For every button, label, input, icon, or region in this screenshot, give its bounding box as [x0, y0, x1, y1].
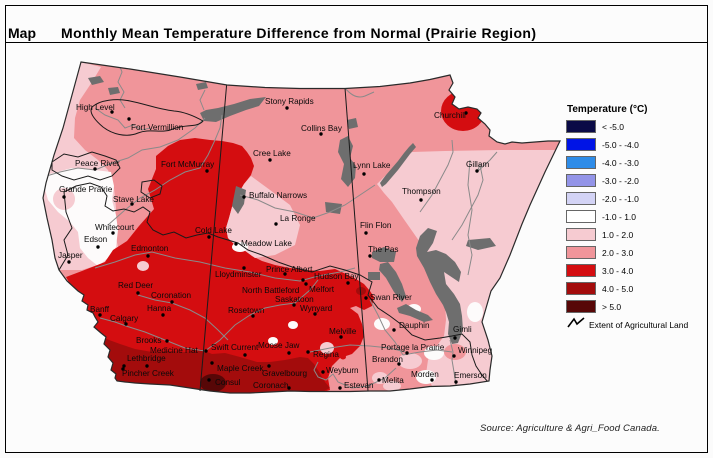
svg-text:Calgary: Calgary — [110, 314, 139, 323]
svg-text:Gravelbourg: Gravelbourg — [262, 369, 308, 378]
svg-text:Melville: Melville — [329, 327, 357, 336]
svg-text:Rosetown: Rosetown — [228, 306, 265, 315]
svg-text:Coronach: Coronach — [253, 381, 289, 390]
svg-text:Melita: Melita — [382, 376, 404, 385]
svg-text:Maple Creek: Maple Creek — [217, 364, 264, 373]
svg-text:Gillam: Gillam — [466, 160, 489, 169]
svg-text:Estevan: Estevan — [344, 381, 374, 390]
svg-text:Grande Prairie: Grande Prairie — [59, 185, 113, 194]
svg-text:La Ronge: La Ronge — [280, 214, 316, 223]
svg-text:North Battleford: North Battleford — [242, 286, 300, 295]
svg-text:Collins Bay: Collins Bay — [301, 124, 343, 133]
svg-text:Cold Lake: Cold Lake — [195, 226, 232, 235]
svg-text:Cree Lake: Cree Lake — [253, 149, 291, 158]
svg-text:Peace River: Peace River — [75, 159, 120, 168]
svg-text:Wynyard: Wynyard — [300, 304, 333, 313]
svg-text:High Level: High Level — [76, 103, 115, 112]
svg-text:Jasper: Jasper — [58, 251, 83, 260]
svg-text:Emerson: Emerson — [454, 371, 487, 380]
svg-text:Whitecourt: Whitecourt — [95, 223, 135, 232]
svg-text:Hanna: Hanna — [147, 304, 172, 313]
svg-text:Edmonton: Edmonton — [131, 244, 169, 253]
svg-text:Churchill: Churchill — [434, 111, 466, 120]
svg-text:Prince Albert: Prince Albert — [266, 265, 313, 274]
svg-text:Consul: Consul — [215, 378, 241, 387]
svg-text:Thompson: Thompson — [402, 187, 441, 196]
svg-text:Weyburn: Weyburn — [326, 366, 359, 375]
svg-text:Banff: Banff — [90, 305, 110, 314]
svg-text:Gimli: Gimli — [453, 325, 472, 334]
svg-text:Meadow Lake: Meadow Lake — [241, 239, 292, 248]
svg-text:Flin Flon: Flin Flon — [360, 221, 392, 230]
svg-text:Moose Jaw: Moose Jaw — [258, 341, 299, 350]
svg-text:Medicine Hat: Medicine Hat — [150, 346, 199, 355]
svg-text:Portage la Prairie: Portage la Prairie — [381, 343, 445, 352]
svg-text:Saskatoon: Saskatoon — [275, 295, 314, 304]
svg-text:Fort Vermillion: Fort Vermillion — [131, 123, 184, 132]
svg-text:Pincher Creek: Pincher Creek — [122, 369, 175, 378]
svg-text:Brandon: Brandon — [372, 355, 403, 364]
svg-text:Stave Lake: Stave Lake — [113, 195, 154, 204]
svg-text:Swan River: Swan River — [370, 293, 412, 302]
svg-text:Winnipeg: Winnipeg — [458, 346, 493, 355]
svg-text:Swift Current: Swift Current — [211, 343, 259, 352]
svg-text:Lynn Lake: Lynn Lake — [353, 161, 391, 170]
svg-text:The Pas: The Pas — [368, 245, 399, 254]
svg-text:Brooks: Brooks — [136, 336, 161, 345]
svg-text:Edson: Edson — [84, 235, 108, 244]
svg-text:Coronation: Coronation — [151, 291, 192, 300]
svg-text:Regina: Regina — [313, 350, 339, 359]
svg-text:Lethbridge: Lethbridge — [127, 354, 166, 363]
svg-text:Melfort: Melfort — [309, 285, 335, 294]
svg-text:Buffalo Narrows: Buffalo Narrows — [249, 191, 307, 200]
svg-text:Lloydminster: Lloydminster — [215, 270, 262, 279]
svg-text:Red Deer: Red Deer — [118, 281, 153, 290]
svg-text:Dauphin: Dauphin — [399, 321, 430, 330]
svg-text:Fort McMurray: Fort McMurray — [161, 160, 215, 169]
svg-text:Hudson Bay: Hudson Bay — [314, 272, 360, 281]
svg-text:Stony Rapids: Stony Rapids — [265, 97, 314, 106]
svg-text:Morden: Morden — [411, 370, 439, 379]
